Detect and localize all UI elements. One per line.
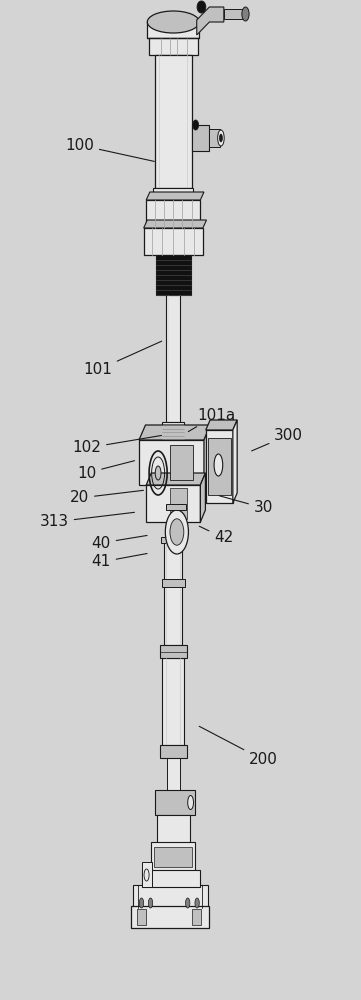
Ellipse shape bbox=[147, 11, 199, 33]
Bar bbox=[192, 909, 201, 925]
Bar bbox=[162, 422, 184, 439]
Bar bbox=[156, 255, 191, 295]
Bar bbox=[155, 790, 195, 815]
Text: 41: 41 bbox=[91, 554, 147, 570]
Bar bbox=[142, 862, 152, 887]
Bar bbox=[209, 129, 220, 147]
Text: 313: 313 bbox=[40, 512, 134, 530]
Bar bbox=[166, 295, 180, 422]
Bar bbox=[206, 430, 233, 503]
Polygon shape bbox=[139, 425, 210, 440]
Text: 10: 10 bbox=[77, 461, 135, 481]
Polygon shape bbox=[146, 473, 205, 485]
Bar bbox=[208, 438, 231, 495]
Bar bbox=[160, 645, 187, 658]
Ellipse shape bbox=[170, 519, 184, 545]
Bar bbox=[170, 445, 193, 480]
Bar bbox=[153, 188, 193, 200]
Bar bbox=[154, 847, 192, 867]
Bar bbox=[133, 885, 208, 908]
Polygon shape bbox=[147, 22, 199, 38]
Bar bbox=[164, 537, 182, 582]
Ellipse shape bbox=[155, 466, 161, 480]
Text: 30: 30 bbox=[219, 496, 273, 516]
Bar bbox=[131, 906, 209, 928]
Bar bbox=[155, 55, 159, 188]
Bar bbox=[146, 485, 200, 522]
Polygon shape bbox=[233, 420, 237, 503]
Text: 20: 20 bbox=[70, 490, 143, 506]
Text: 101a: 101a bbox=[188, 408, 236, 432]
Text: 200: 200 bbox=[199, 726, 278, 768]
Bar bbox=[155, 55, 192, 188]
Bar bbox=[188, 55, 192, 188]
Ellipse shape bbox=[218, 130, 224, 146]
Ellipse shape bbox=[188, 796, 193, 810]
Polygon shape bbox=[200, 473, 205, 522]
Ellipse shape bbox=[139, 898, 144, 908]
Bar bbox=[170, 488, 187, 519]
Ellipse shape bbox=[165, 510, 188, 554]
Text: 300: 300 bbox=[252, 428, 303, 451]
Bar bbox=[164, 585, 182, 645]
Ellipse shape bbox=[144, 869, 149, 881]
Bar bbox=[192, 125, 209, 151]
Bar bbox=[162, 658, 166, 745]
Bar bbox=[139, 440, 204, 485]
Polygon shape bbox=[206, 420, 237, 430]
Ellipse shape bbox=[148, 898, 153, 908]
Ellipse shape bbox=[242, 7, 249, 21]
Polygon shape bbox=[144, 220, 206, 228]
Ellipse shape bbox=[197, 1, 206, 13]
Ellipse shape bbox=[193, 120, 199, 130]
Polygon shape bbox=[197, 7, 224, 35]
Bar bbox=[151, 842, 195, 872]
Ellipse shape bbox=[219, 134, 222, 142]
Bar bbox=[157, 815, 190, 845]
Ellipse shape bbox=[195, 898, 199, 908]
Bar bbox=[149, 38, 198, 55]
Bar bbox=[162, 658, 184, 745]
Ellipse shape bbox=[214, 454, 223, 476]
Bar bbox=[180, 658, 184, 745]
Bar bbox=[161, 537, 186, 543]
Bar bbox=[162, 579, 185, 587]
Bar bbox=[144, 228, 203, 255]
Text: 100: 100 bbox=[65, 137, 154, 161]
Bar bbox=[224, 9, 244, 19]
Text: 101: 101 bbox=[83, 341, 162, 377]
Bar bbox=[167, 758, 180, 795]
Polygon shape bbox=[204, 425, 210, 485]
Bar bbox=[137, 909, 146, 925]
Text: 42: 42 bbox=[199, 526, 234, 546]
Bar bbox=[166, 504, 186, 510]
Bar bbox=[146, 200, 200, 228]
Text: 40: 40 bbox=[91, 535, 147, 550]
Ellipse shape bbox=[186, 898, 190, 908]
Polygon shape bbox=[146, 192, 204, 200]
Bar bbox=[160, 745, 187, 758]
Text: 102: 102 bbox=[72, 435, 161, 456]
Bar bbox=[142, 870, 200, 887]
